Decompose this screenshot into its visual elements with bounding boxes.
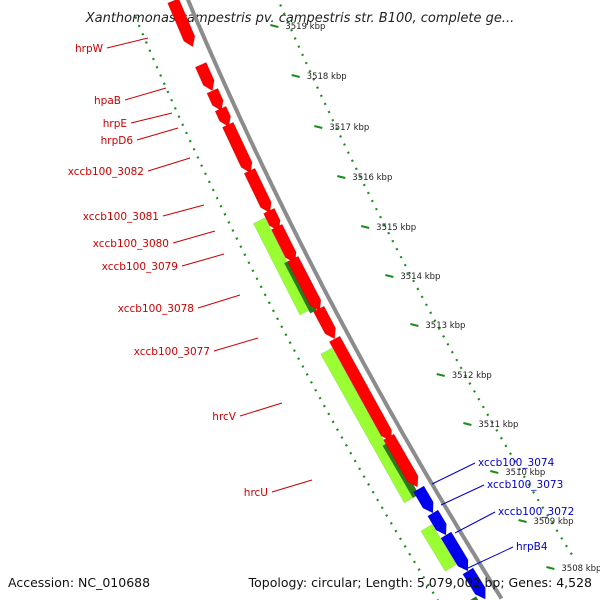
gene-track (167, 0, 486, 600)
label-leader-line (440, 484, 485, 506)
gene-label-hrpB4: hrpB4 (516, 541, 548, 553)
scale-tick-mark (546, 566, 555, 570)
gene-labels: hrpW hpaB hrpE hrpD6 xccb100_3082 xccb100_308… (68, 37, 574, 569)
label-leader-line (162, 204, 205, 217)
gene-label-hrcV: hrcV (212, 411, 237, 423)
scale-tick-mark (270, 24, 279, 28)
label-leader-line (271, 479, 313, 493)
accession-label: Accession: NC_010688 (8, 575, 150, 590)
scale-tick-mark (385, 274, 394, 278)
scale-tick-label: 3518 kbp (307, 72, 347, 82)
forward-gene-arrow (263, 207, 281, 232)
label-leader-line (213, 337, 259, 352)
scale-tick-label: 3517 kbp (329, 123, 369, 133)
forward-gene-arrow (312, 305, 336, 340)
label-leader-line (431, 462, 476, 485)
gene-label-hrpE: hrpE (103, 118, 127, 130)
scale-tick-label: 3509 kbp (534, 517, 574, 527)
label-leader-line (181, 253, 225, 267)
label-leader-line (454, 511, 496, 534)
scale-tick-label: 3508 kbp (561, 564, 600, 574)
feature-block (420, 523, 457, 572)
scale-tick-mark (314, 125, 323, 129)
genome-backbone (185, 0, 504, 600)
gene-label-xccb100_3080: xccb100_3080 (93, 238, 169, 250)
label-leader-line (239, 402, 283, 417)
scale-tick-label: 3510 kbp (505, 468, 545, 478)
forward-gene-arrow (206, 88, 224, 112)
scale-tick-mark (490, 470, 499, 474)
scale-tick-label: 3512 kbp (452, 371, 492, 381)
gene-label-xccb100_3082: xccb100_3082 (68, 166, 144, 178)
feature-block (320, 347, 416, 504)
gene-label-xccb100_3074: xccb100_3074 (478, 457, 555, 469)
label-leader-line (136, 127, 179, 141)
scale-tick-label: 3519 kbp (285, 22, 325, 32)
forward-gene-arrow (167, 0, 196, 48)
gene-label-hrpW: hrpW (75, 43, 104, 55)
feature-track (252, 217, 479, 600)
forward-gene-arrow (194, 62, 215, 92)
gene-label-xccb100_3073: xccb100_3073 (487, 479, 563, 491)
reverse-gene-arrow (462, 567, 486, 600)
scale-tick-mark (410, 323, 419, 327)
scale-tick-label: 3515 kbp (376, 223, 416, 233)
label-leader-line (106, 37, 149, 49)
reverse-gene-arrow (440, 531, 469, 572)
label-leader-line (467, 546, 514, 569)
feature-block-dark (469, 596, 479, 600)
gene-label-xccb100_3078: xccb100_3078 (118, 303, 194, 315)
reverse-gene-arrow (427, 509, 447, 536)
label-leader-line (197, 294, 241, 309)
backbone-line (185, 0, 504, 600)
reverse-gene-arrow (413, 485, 434, 514)
forward-gene-arrow (222, 121, 253, 174)
scale-tick-label: 3516 kbp (352, 173, 392, 183)
gene-label-hrpD6: hrpD6 (101, 135, 134, 147)
scale-ticks: 3519 kbp 3518 kbp 3517 kbp 3516 kbp 3515 kbp… (270, 22, 600, 574)
scale-tick-mark (360, 225, 370, 229)
label-leader-line (130, 112, 173, 124)
gene-label-hpaB: hpaB (94, 95, 121, 107)
label-leader-line (172, 230, 216, 244)
scale-tick-mark (436, 373, 445, 377)
scale-tick-label: 3513 kbp (425, 321, 465, 331)
gene-label-xccb100_3079: xccb100_3079 (102, 261, 178, 273)
scale-tick-label: 3511 kbp (478, 420, 518, 430)
gene-label-hrcU: hrcU (244, 487, 268, 499)
label-leader-line (124, 87, 167, 101)
gene-label-xccb100_3081: xccb100_3081 (83, 211, 159, 223)
scale-tick-mark (337, 175, 346, 179)
scale-tick-mark (291, 74, 300, 78)
forward-gene-arrow (287, 255, 322, 312)
genome-summary-label: Topology: circular; Length: 5,079,002 bp… (248, 575, 592, 590)
gene-label-xccb100_3077: xccb100_3077 (134, 346, 210, 358)
forward-gene-arrow (243, 167, 272, 214)
gene-label-xccb100_3072: xccb100_3072 (498, 506, 574, 518)
forward-gene-arrow (383, 433, 419, 488)
scale-tick-label: 3514 kbp (400, 272, 440, 282)
forward-gene-arrow (214, 105, 231, 128)
scale-tick-mark (463, 422, 472, 426)
scale-tick-mark (518, 519, 527, 523)
label-leader-line (147, 157, 191, 172)
forward-gene-arrow (328, 335, 392, 442)
